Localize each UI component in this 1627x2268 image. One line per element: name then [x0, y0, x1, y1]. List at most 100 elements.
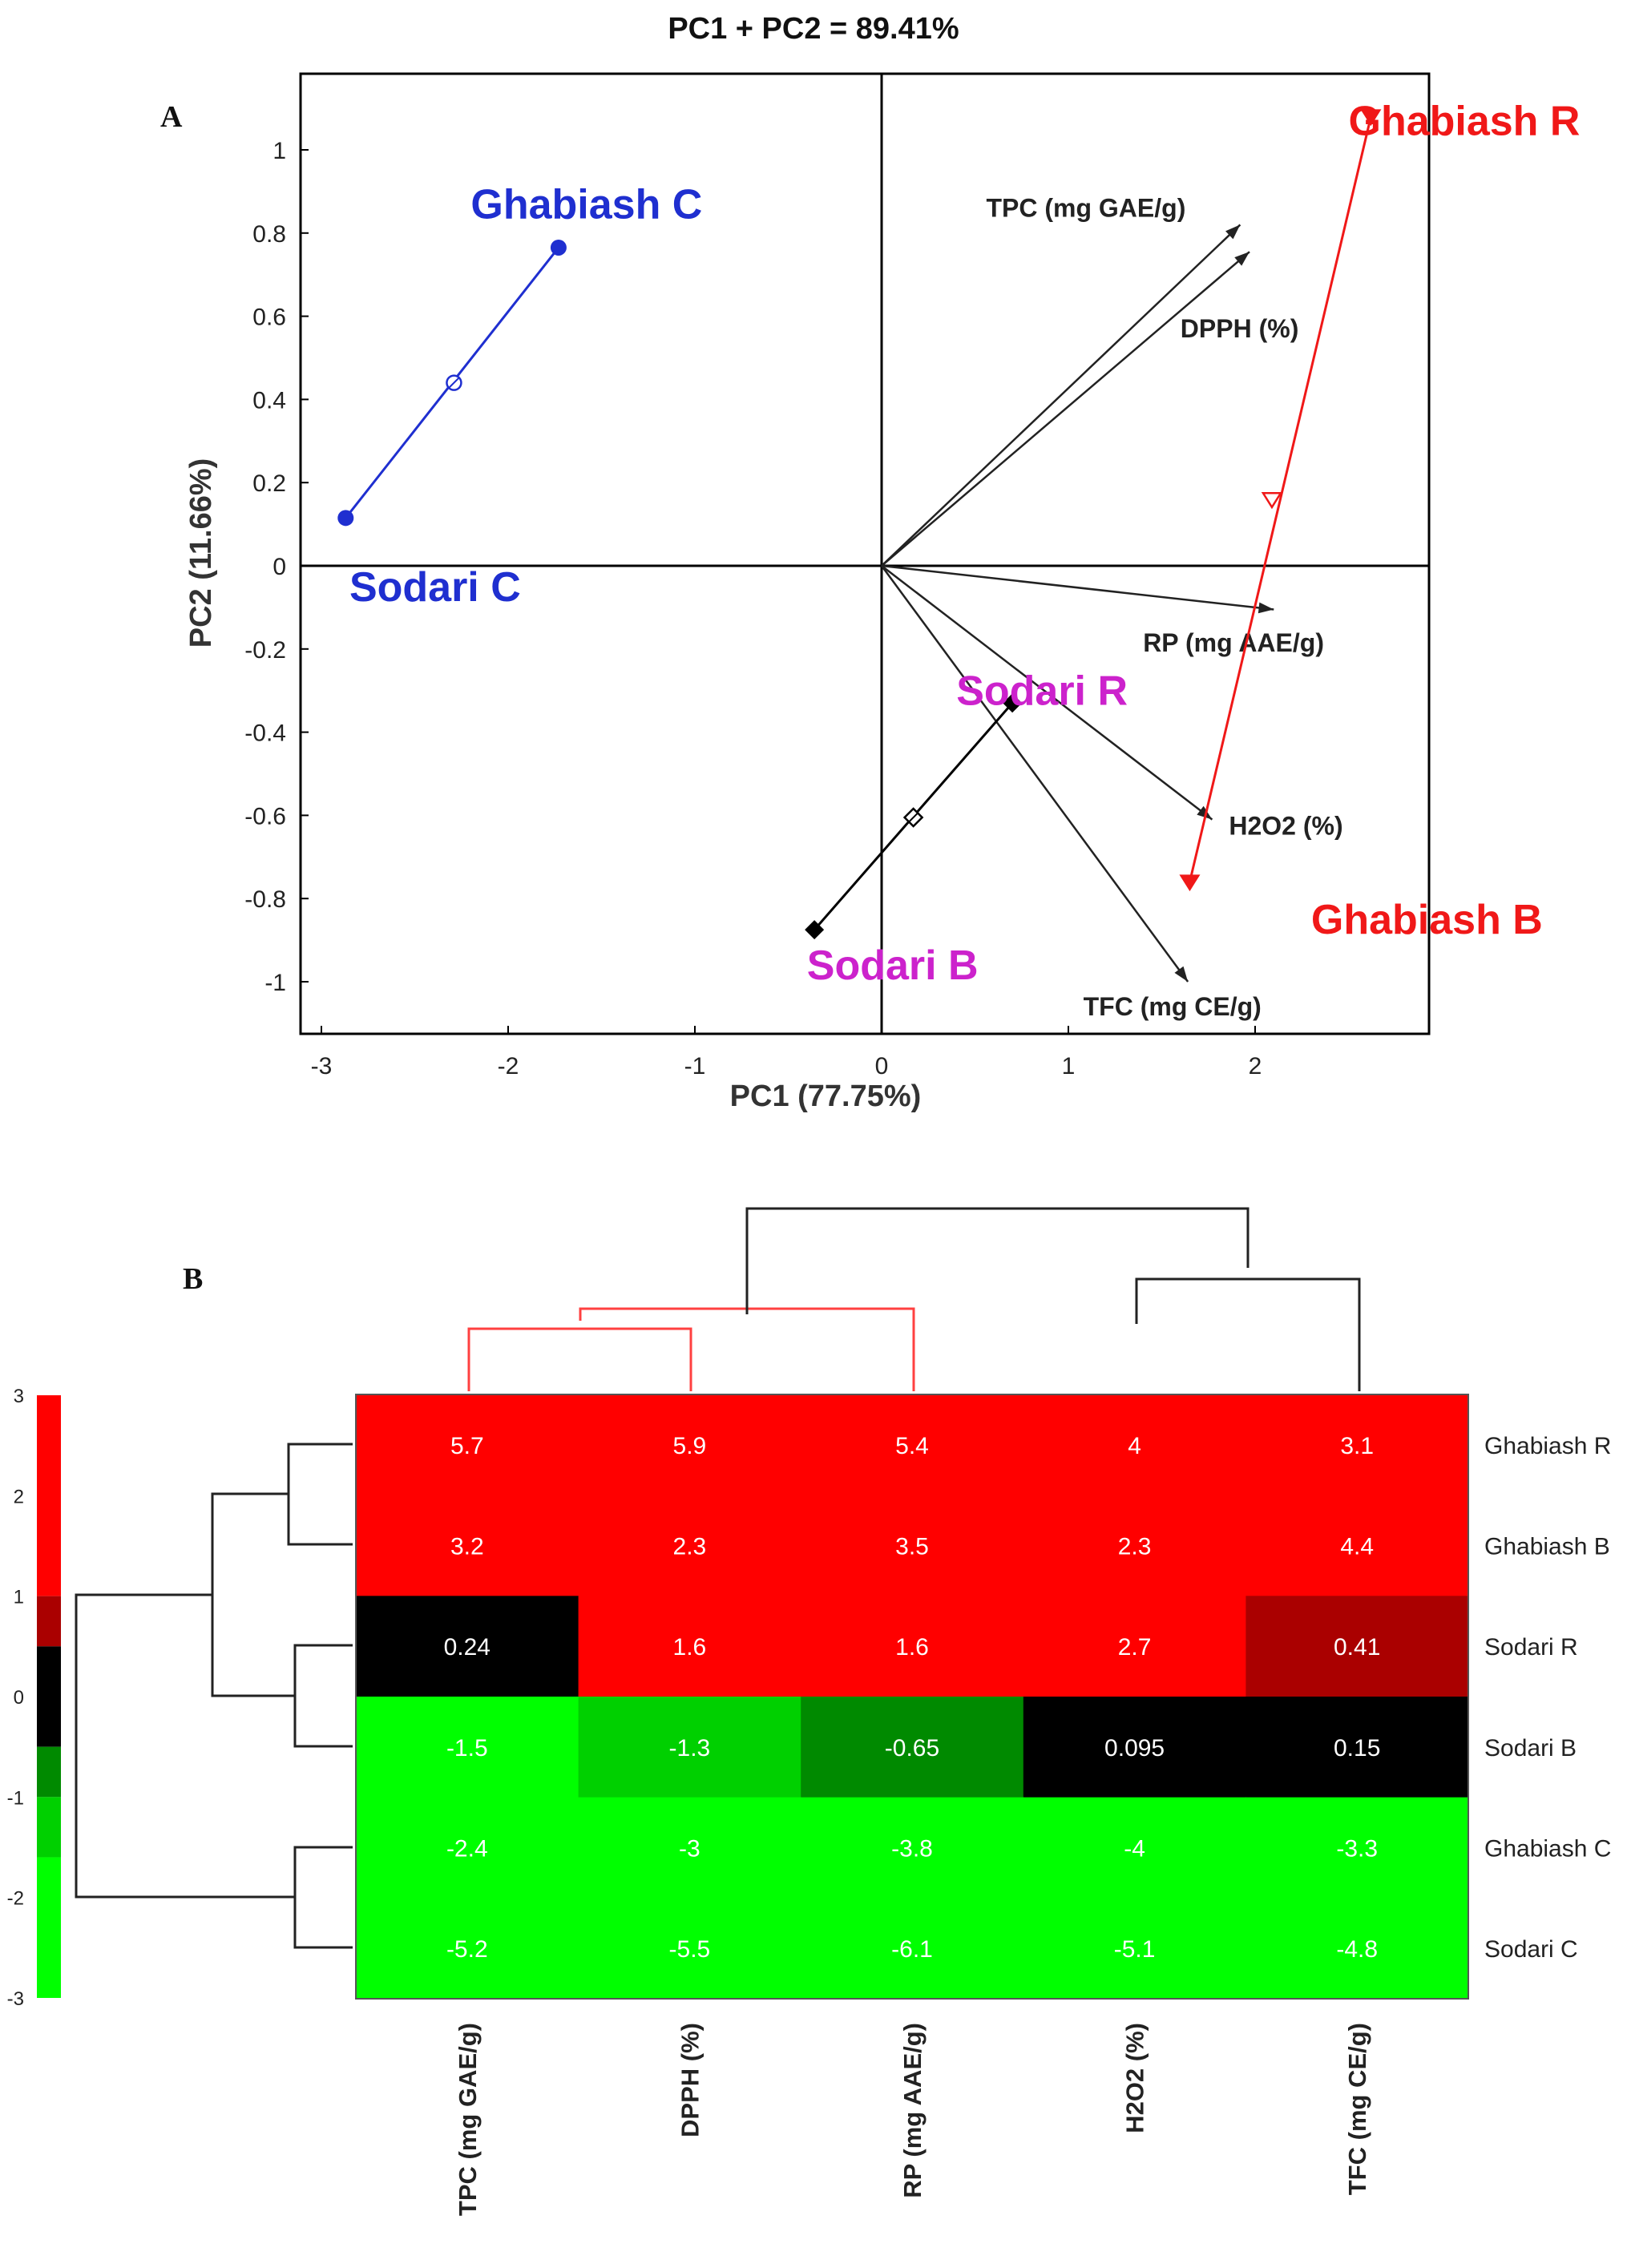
loading-arrowhead-tpc-mg-gae-g [1225, 224, 1241, 240]
y-tick-label: 0.4 [252, 387, 286, 414]
y-tick-label: -0.2 [244, 637, 286, 664]
heatmap-value-label: 0.41 [1334, 1634, 1380, 1661]
colorbar-tick-label: -1 [7, 1787, 24, 1809]
heatmap-value-label: -5.2 [446, 1936, 488, 1963]
heatmap-value-label: 4 [1128, 1433, 1141, 1459]
point-start-sodari-r-b [1003, 693, 1023, 713]
heatmap-cell-sodari-b-rp-mg-aae-g [801, 1697, 1024, 1798]
colorbar-bin [37, 1596, 61, 1647]
colorbar-tick-label: -3 [7, 1988, 24, 2010]
heatmap-value-label: 3.5 [895, 1534, 929, 1560]
group-label-sodari-b: Sodari B [807, 942, 979, 989]
colorbar-bin [37, 1746, 61, 1798]
heatmap-column-labels: TPC (mg GAE/g) DPPH (%) RP (mg AAE/g) H2O2 … [454, 2023, 1371, 2216]
row-dendrogram-sodari-rb [293, 1644, 353, 1748]
loading-label-tpc-mg-gae-g: TPC (mg GAE/g) [986, 194, 1185, 223]
heatmap-cell-sodari-r-tfc-mg-ce-g [1245, 1596, 1469, 1697]
heatmap-value-label: -2.4 [446, 1836, 488, 1862]
zero-axes [301, 74, 1429, 1034]
heatmap-cell-sodari-r-rp-mg-aae-g [801, 1596, 1024, 1697]
heatmap-value-label: 2.3 [1118, 1534, 1152, 1560]
heatmap-value-label: 5.4 [895, 1433, 929, 1459]
heatmap-value-label: 3.2 [450, 1534, 484, 1560]
point-start-ghabiash-c [550, 239, 567, 256]
heatmap-cell-sodari-c-tpc-mg-gae-g [356, 1898, 579, 2000]
y-axis-ticks: 1 0.8 0.6 0.4 0.2 0 -0.2 -0.4 -0.6 -0.8 -1 [244, 138, 309, 996]
y-tick-label: -0.6 [244, 803, 286, 829]
row-label-sodari-r: Sodari R [1484, 1634, 1578, 1661]
heatmap-cell-ghabiash-b-rp-mg-aae-g [801, 1495, 1024, 1596]
point-start-ghabiash-r-b [1360, 109, 1382, 127]
heatmap-value-label: 5.7 [450, 1433, 484, 1459]
x-tick-label: 1 [1062, 1053, 1076, 1080]
colorbar-tick-label: 2 [14, 1486, 24, 1507]
x-tick-label: 0 [875, 1053, 889, 1080]
heatmap-value-label: -5.5 [669, 1936, 711, 1963]
heatmap-cell-ghabiash-r-rp-mg-aae-g [801, 1394, 1024, 1496]
row-label-sodari-b: Sodari B [1484, 1735, 1577, 1762]
heatmap-cell-ghabiash-b-dpph [578, 1495, 801, 1596]
heatmap-value-label: 0.095 [1104, 1735, 1165, 1762]
loading-arrow-tpc-mg-gae-g [881, 224, 1241, 567]
point-end-ghabiash-r-b [1179, 874, 1201, 892]
loading-vectors: TPC (mg GAE/g) DPPH (%) RP (mg AAE/g) H2O2 … [880, 194, 1343, 1021]
heatmap-cell-sodari-r-dpph [578, 1596, 801, 1697]
colorbar-tick-label: 3 [14, 1386, 24, 1407]
heatmap-grid: 5.7 5.9 5.4 4 3.1 3.2 2.3 3.5 2.3 4.4 0.24 1.6 1.6 2.… [355, 1394, 1469, 2000]
column-label-tpc-mg-gae-g: TPC (mg GAE/g) [454, 2023, 482, 2216]
column-label-rp-mg-aae-g: RP (mg AAE/g) [898, 2023, 927, 2198]
group-label-sodari-r: Sodari R [956, 668, 1128, 715]
colorbar-tick-label: 1 [14, 1587, 24, 1608]
pca-biplot: 1 0.8 0.6 0.4 0.2 0 -0.2 -0.4 -0.6 -0.8 -1 -3 -2 -1 0… [244, 72, 1580, 1080]
column-dendrogram [467, 1207, 1361, 1391]
heatmap-cell-ghabiash-b-tpc-mg-gae-g [356, 1495, 579, 1596]
heatmap-value-label: 1.6 [895, 1634, 929, 1661]
panel-label-b: B [183, 1262, 203, 1296]
column-label-tfc-mg-ce-g: TFC (mg CE/g) [1343, 2023, 1371, 2195]
row-dendrogram-root [75, 1593, 295, 1899]
row-label-ghabiash-r: Ghabiash R [1484, 1433, 1611, 1459]
heatmap-cell-ghabiash-r-tfc-mg-ce-g [1245, 1394, 1469, 1496]
heatmap-cell-ghabiash-b-tfc-mg-ce-g [1245, 1495, 1469, 1596]
x-tick-label: 2 [1249, 1053, 1262, 1080]
heatmap-cell-ghabiash-c-tfc-mg-ce-g [1245, 1797, 1469, 1899]
heatmap-value-label: 5.9 [673, 1433, 707, 1459]
group-label-ghabiash-c: Ghabiash C [470, 181, 702, 228]
heatmap-value-label: -1.5 [446, 1735, 488, 1762]
colorbar-bin [37, 1857, 61, 1998]
heatmap-cell-sodari-c-h2o2 [1023, 1898, 1246, 2000]
heatmap-cell-sodari-r-tpc-mg-gae-g [356, 1596, 579, 1697]
x-tick-label: -3 [311, 1053, 333, 1080]
heatmap-value-label: -3.3 [1336, 1836, 1378, 1862]
heatmap-cell-sodari-c-dpph [578, 1898, 801, 2000]
heatmap-cell-sodari-b-tfc-mg-ce-g [1245, 1697, 1469, 1798]
group-label-sodari-c: Sodari C [349, 564, 521, 611]
heatmap-value-label: -3.8 [891, 1836, 933, 1862]
group-line-ghabiash-r-b [1188, 116, 1372, 882]
biplot-title: PC1 + PC2 = 89.41% [668, 12, 959, 46]
column-label-dpph: DPPH (%) [676, 2023, 704, 2137]
heatmap-row-labels: Ghabiash R Ghabiash B Sodari R Sodari B Ghab… [1484, 1433, 1611, 1963]
point-centroid-ghabiash-r-b [1261, 492, 1283, 510]
row-dendrogram-controls [293, 1846, 353, 1949]
column-dendrogram-h2o2-tfc-branch [1135, 1277, 1361, 1391]
point-centroid-slash-ghabiash-c [448, 377, 460, 389]
row-label-ghabiash-c: Ghabiash C [1484, 1836, 1611, 1862]
row-dendrogram-ghabiash-rb [287, 1443, 353, 1546]
loading-label-tfc-mg-ce-g: TFC (mg CE/g) [1084, 992, 1262, 1021]
heatmap-value-label: -6.1 [891, 1936, 933, 1963]
colorbar-tick-label: -2 [7, 1888, 24, 1910]
heatmap-border [355, 1394, 1469, 2000]
heatmap-cell-ghabiash-b-h2o2 [1023, 1495, 1246, 1596]
heatmap-value-label: -5.1 [1114, 1936, 1156, 1963]
loading-arrowhead-rp-mg-aae-g [1258, 602, 1274, 614]
row-label-sodari-c: Sodari C [1484, 1936, 1578, 1963]
column-dendrogram-root-branch [745, 1207, 1250, 1241]
colorbar-bin [37, 1646, 61, 1747]
row-label-ghabiash-b: Ghabiash B [1484, 1534, 1610, 1560]
y-tick-label: 1 [273, 138, 286, 164]
heatmap-value-label: -0.65 [885, 1735, 939, 1762]
loading-arrowhead-dpph [1234, 252, 1250, 266]
group-label-ghabiash-b: Ghabiash B [1311, 897, 1543, 943]
sample-groups: Ghabiash C Sodari C Ghabiash R Ghabiash B So… [337, 99, 1580, 989]
